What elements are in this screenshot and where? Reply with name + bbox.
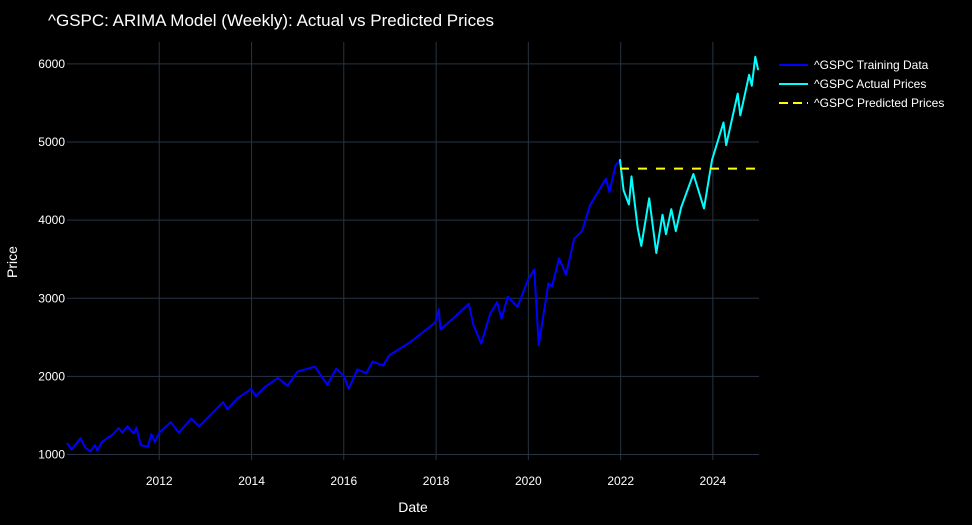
series-line-gspc-actual-prices <box>619 55 759 254</box>
series-layer <box>66 55 759 453</box>
x-tick-label: 2022 <box>607 474 634 488</box>
y-tick-label: 4000 <box>38 213 65 227</box>
x-axis-label: Date <box>398 499 428 515</box>
y-tick-label: 1000 <box>38 448 65 462</box>
legend-item-gspc-actual-prices[interactable]: ^GSPC Actual Prices <box>779 77 926 91</box>
chart-title: ^GSPC: ARIMA Model (Weekly): Actual vs P… <box>48 11 494 30</box>
y-tick-label: 2000 <box>38 369 65 383</box>
x-tick-label: 2020 <box>515 474 542 488</box>
tick-layer: 1000 2000 3000 4000 5000 6000 2012 2014 2016 2018… <box>38 57 726 488</box>
x-tick-label: 2016 <box>330 474 357 488</box>
legend-label: ^GSPC Predicted Prices <box>814 96 944 110</box>
x-tick-label: 2024 <box>700 474 727 488</box>
legend[interactable]: ^GSPC Training Data ^GSPC Actual Prices ^G… <box>779 58 944 110</box>
y-tick-label: 5000 <box>38 135 65 149</box>
x-tick-label: 2018 <box>423 474 450 488</box>
legend-label: ^GSPC Actual Prices <box>814 77 926 91</box>
legend-label: ^GSPC Training Data <box>814 58 929 72</box>
legend-item-gspc-training-data[interactable]: ^GSPC Training Data <box>779 58 929 72</box>
y-tick-label: 6000 <box>38 57 65 71</box>
y-axis-label: Price <box>4 246 20 278</box>
legend-item-gspc-predicted-prices[interactable]: ^GSPC Predicted Prices <box>779 96 944 110</box>
x-tick-label: 2014 <box>238 474 265 488</box>
x-tick-label: 2012 <box>146 474 173 488</box>
y-tick-label: 3000 <box>38 291 65 305</box>
grid-layer <box>67 42 759 460</box>
series-line-gspc-training-data <box>66 159 621 453</box>
